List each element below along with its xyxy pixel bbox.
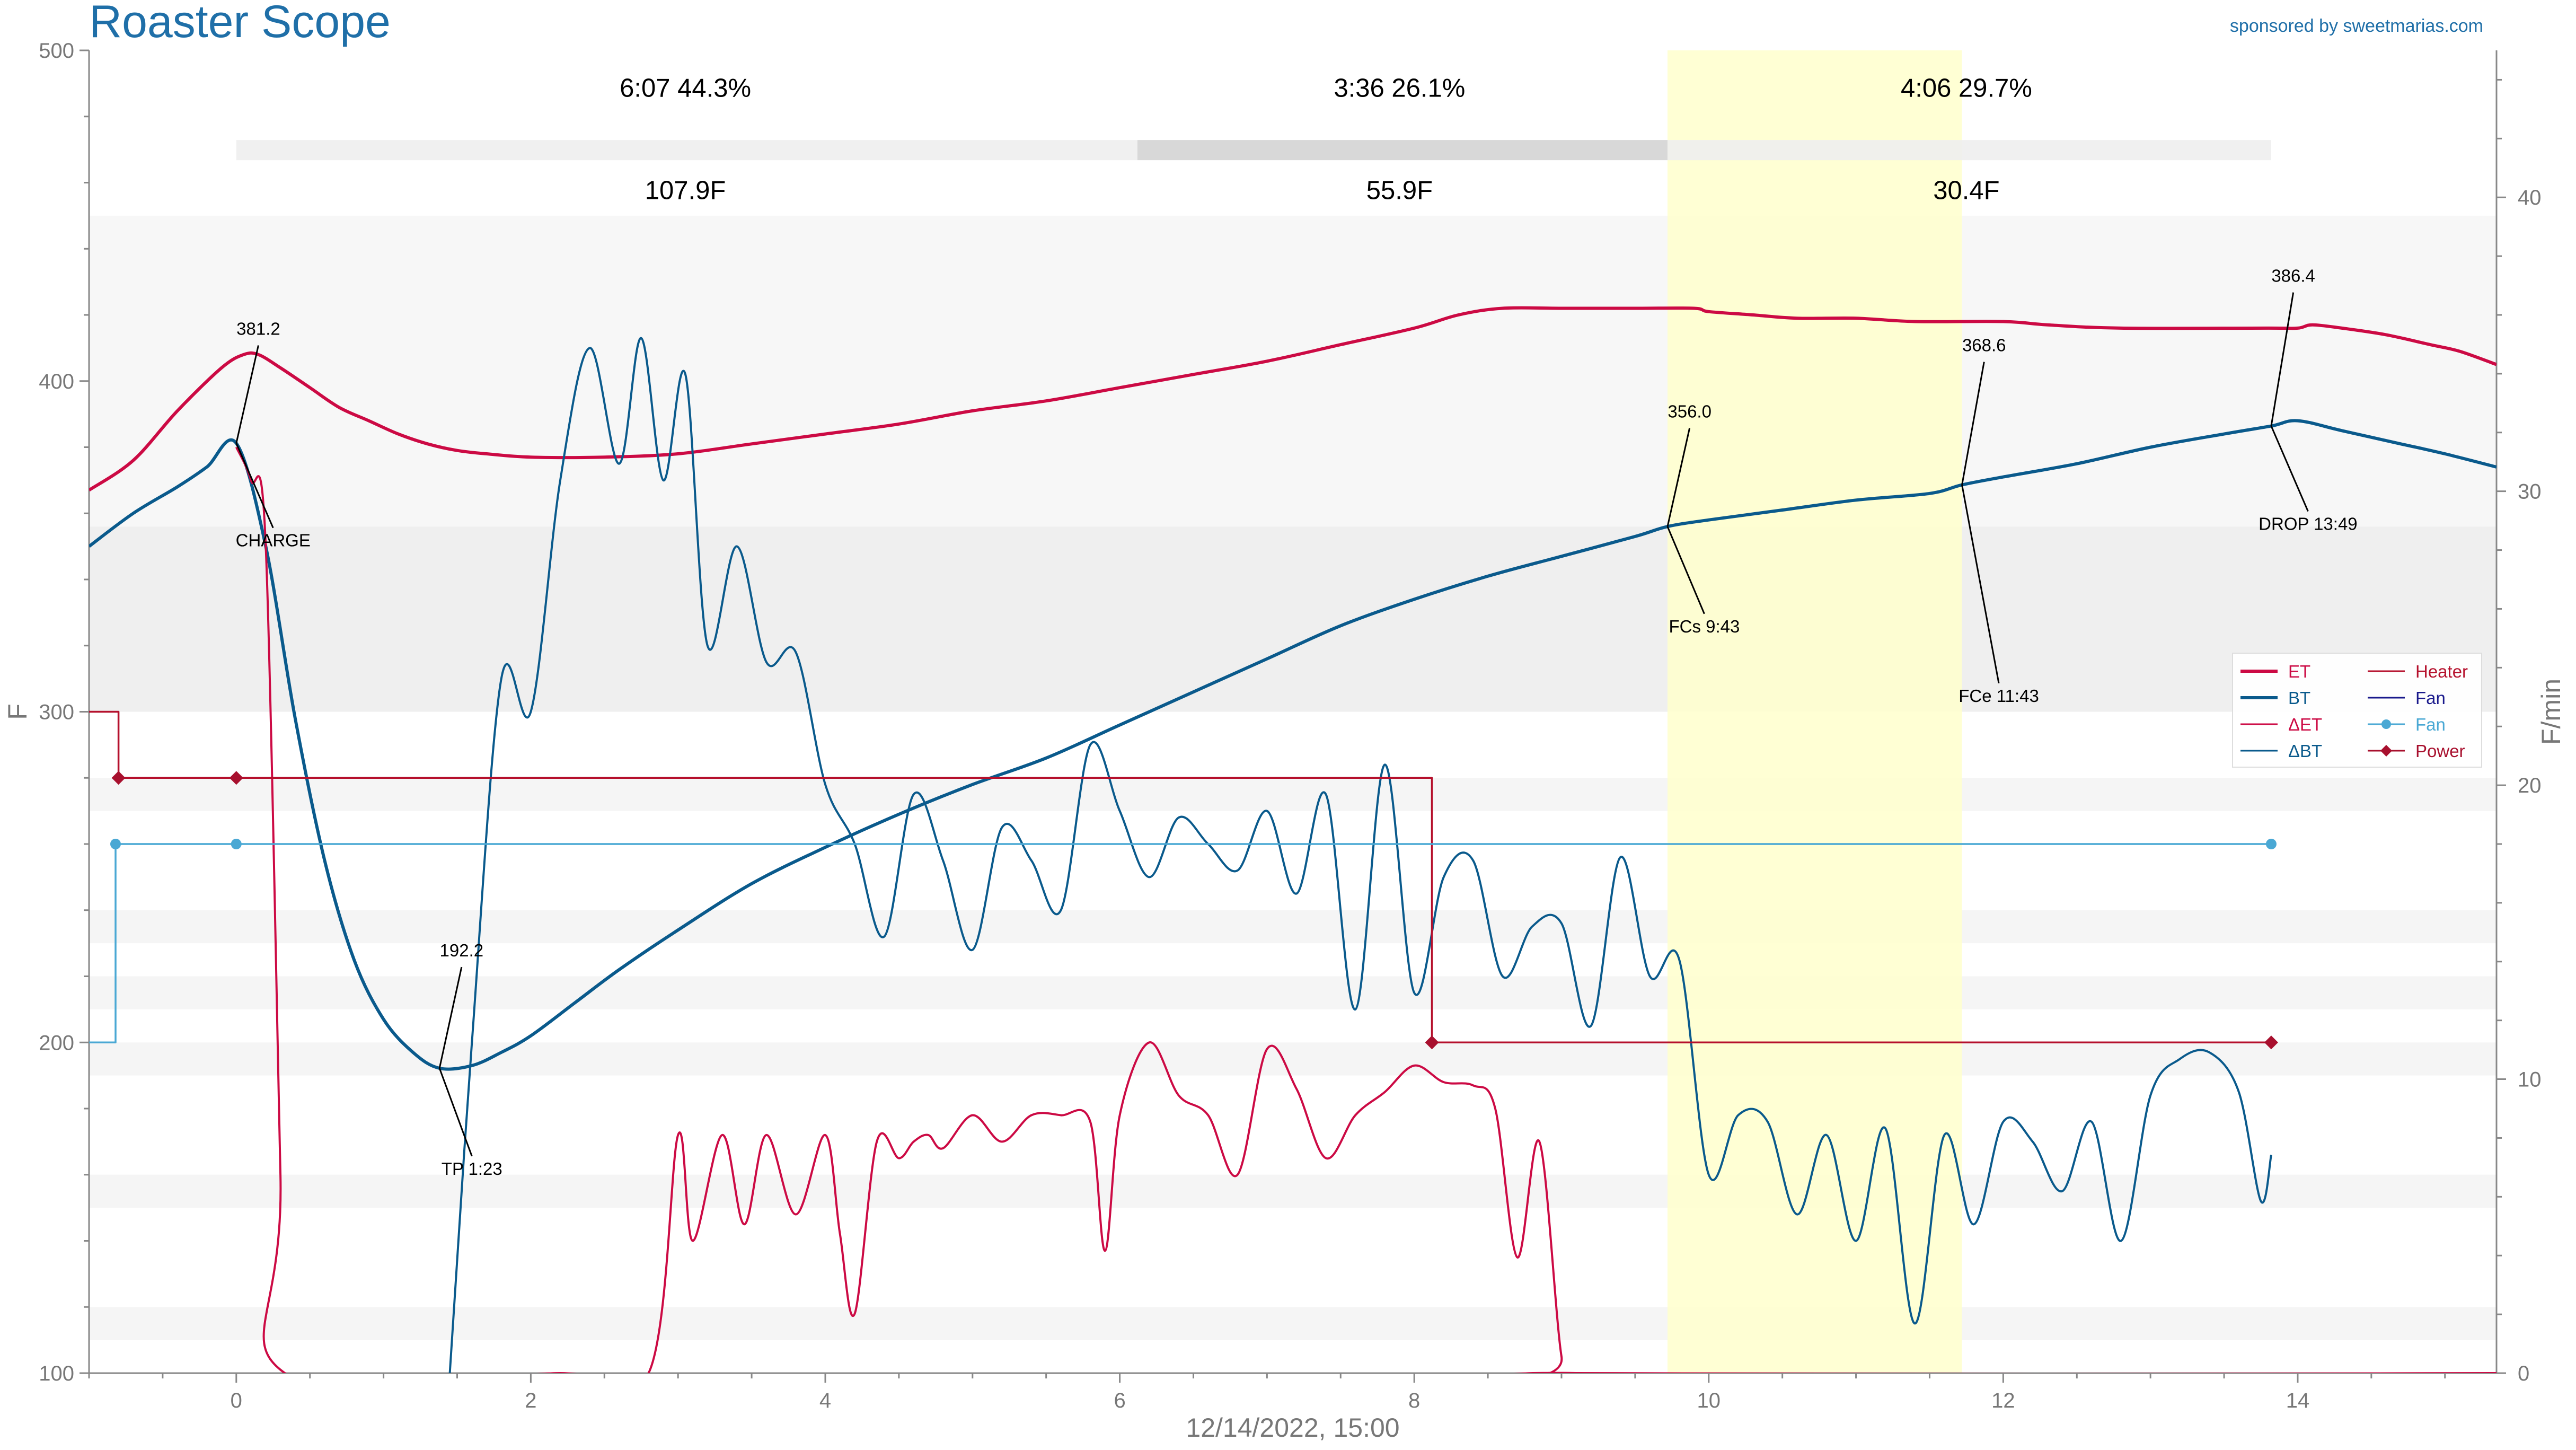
annotation-label: 356.0 [1668,401,1712,421]
legend-label: ΔET [2288,715,2322,734]
right-tick-label: 10 [2518,1068,2542,1092]
background-band [89,1307,2496,1340]
delta-bt-series-line [448,337,2272,1373]
bt-series-line [89,419,2496,1071]
phase-time-label: 4:06 29.7% [1901,74,2032,102]
background-band [89,50,2496,216]
annotation-leader [235,345,259,444]
annotation-leader [1666,526,1705,614]
fan-series-line [89,843,2271,1044]
phase-delta-label: 107.9F [645,177,726,205]
annotation-label: TP 1:23 [442,1159,502,1179]
first-crack-highlight [1667,50,1962,1373]
annotation-leader [2270,292,2295,426]
right-tick-label: 20 [2518,774,2542,797]
legend-label: ET [2288,662,2310,681]
legend-label: BT [2288,688,2310,708]
right-tick-label: 40 [2518,186,2542,209]
power-marker [229,771,243,785]
background-band [89,215,2496,527]
annotation-label: 368.6 [1962,336,2006,355]
delta-et-series-line [235,446,2496,1373]
phase-time-label: 3:36 26.1% [1334,74,1465,102]
fan-marker [110,839,121,849]
annotation-label: DROP 13:49 [2259,514,2358,533]
x-axis-label: 12/14/2022, 15:00 [1186,1413,1399,1443]
phase-delta-label: 55.9F [1366,177,1433,205]
legend-swatch-marker [2381,719,2391,729]
annotation-leader [1666,428,1691,527]
legend-label: Power [2415,741,2465,761]
background-band [89,526,2496,712]
annotation-leader [2270,425,2309,512]
annotation-leader [438,1068,473,1157]
power-marker [2264,1035,2278,1050]
x-tick-label: 0 [231,1389,242,1412]
annotation-label: 386.4 [2271,266,2315,286]
x-tick-label: 14 [2286,1389,2310,1412]
phase-time-label: 6:07 44.3% [620,74,751,102]
annotation-label: 192.2 [440,941,484,960]
right-tick-label: 0 [2518,1362,2529,1385]
annotation-leader [235,443,274,529]
left-tick-label: 100 [39,1362,74,1385]
x-tick-label: 2 [525,1389,536,1412]
annotation-label: 381.2 [236,319,280,338]
legend-label: Fan [2415,715,2446,734]
x-tick-label: 8 [1408,1389,1420,1412]
legend-label: Heater [2415,662,2468,681]
left-tick-label: 500 [39,39,74,63]
phase-bar-segment [1137,140,1668,161]
legend-label: ΔBT [2288,741,2322,761]
left-tick-label: 300 [39,701,74,724]
annotation-leader [438,966,463,1069]
fan-marker [2265,839,2277,849]
y-axis-label-left: F [3,704,32,720]
background-band [89,910,2496,944]
x-tick-label: 6 [1114,1389,1125,1412]
phase-delta-label: 30.4F [1933,177,1999,205]
annotation-label: FCs 9:43 [1669,617,1740,636]
chart-title: Roaster Scope [89,0,391,47]
left-tick-label: 200 [39,1031,74,1054]
background-band [89,778,2496,811]
sponsor-link[interactable]: sponsored by sweetmarias.com [2229,16,2483,36]
phase-bar-segment [1667,140,2271,161]
annotation-leader [1961,362,1985,485]
x-tick-label: 12 [1991,1389,2015,1412]
y-axis-label-right: F/min [2536,679,2566,745]
power-marker [111,771,126,785]
legend-label: Fan [2415,688,2446,708]
heater-series-line [89,710,2271,1044]
x-tick-label: 4 [819,1389,831,1412]
left-tick-label: 400 [39,370,74,393]
phase-bar-segment [236,140,1137,161]
fan-marker [231,839,242,849]
background-band [89,976,2496,1009]
annotation-leader [1961,485,2000,684]
right-tick-label: 30 [2518,480,2542,504]
background-band [89,1174,2496,1208]
power-marker [1425,1035,1439,1050]
annotation-label: FCe 11:43 [1959,686,2039,706]
legend-swatch-marker [2380,745,2392,757]
x-tick-label: 10 [1697,1389,1721,1412]
annotation-label: CHARGE [236,531,311,550]
et-series-line [89,306,2496,492]
